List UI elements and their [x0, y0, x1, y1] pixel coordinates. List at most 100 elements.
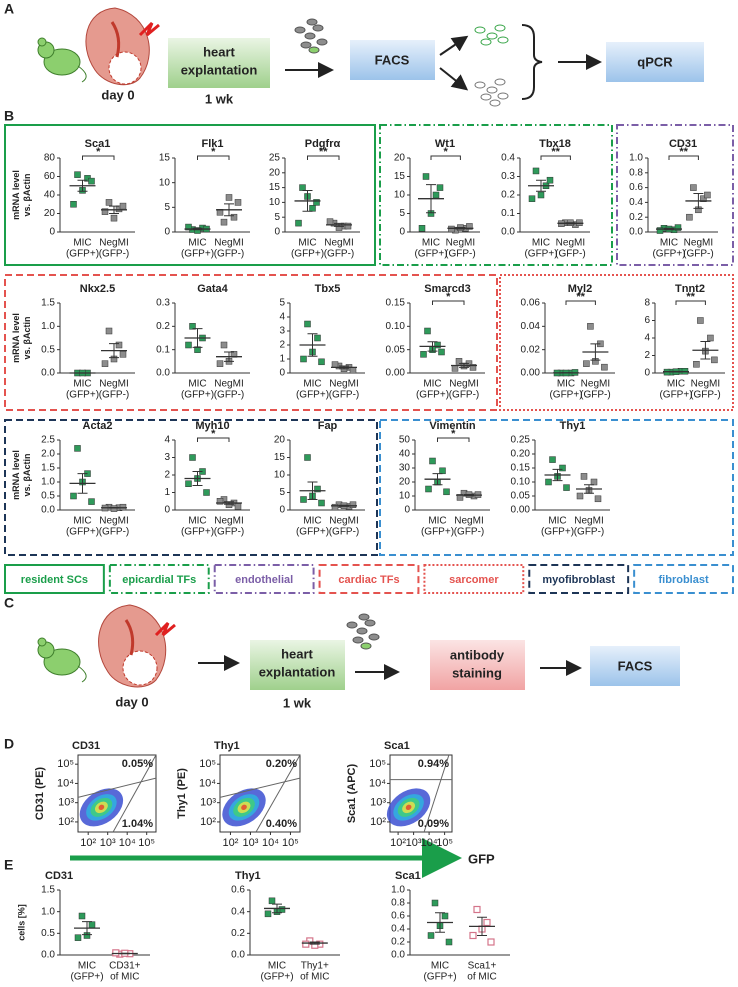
- data-point: [88, 177, 95, 185]
- y-tick-label: 10⁵: [57, 758, 74, 770]
- data-point: [105, 327, 113, 335]
- x-tick-label: NegMI: [684, 238, 713, 249]
- y-tick-label: 0.1: [501, 208, 515, 219]
- data-point: [686, 213, 693, 221]
- gate-label: 1.04%: [122, 818, 153, 830]
- error-bar: [584, 484, 594, 494]
- y-tick-label: 0.00: [386, 368, 406, 379]
- significance-bracket: [437, 437, 470, 442]
- gate-label: 0.20%: [266, 758, 297, 770]
- data-point: [439, 467, 446, 475]
- y-tick-label: 0: [279, 368, 285, 379]
- data-point: [185, 341, 192, 349]
- data-point: [88, 498, 95, 505]
- data-point: [225, 194, 233, 201]
- x-tick-label: (GFP-): [214, 249, 245, 260]
- y-tick-label: 80: [44, 153, 56, 164]
- y-tick-label: 0.06: [521, 298, 541, 309]
- chart-title: Myh10: [195, 420, 229, 432]
- step-label: antibody: [450, 647, 505, 662]
- step-label: heart: [203, 44, 235, 59]
- chart-title: CD31: [45, 870, 73, 882]
- y-tick-label: 0.4: [629, 197, 643, 208]
- chart-title: Thy1: [235, 870, 261, 882]
- data-point: [115, 341, 123, 349]
- y-axis-label: mRNA level: [11, 450, 21, 500]
- x-tick-label: NegMI: [691, 379, 720, 390]
- data-point: [420, 351, 427, 358]
- step-label: FACS: [618, 658, 653, 673]
- legend-box: [633, 564, 735, 594]
- x-tick-label: (GFP+): [181, 390, 214, 401]
- y-tick-label: 0.1: [156, 344, 170, 355]
- data-point: [563, 484, 570, 491]
- x-tick-label: (GFP+): [524, 249, 557, 260]
- x-tick-label: (GFP+): [416, 390, 449, 401]
- chart-title: Acta2: [83, 420, 113, 432]
- data-point: [483, 918, 491, 927]
- data-point: [431, 899, 439, 907]
- x-tick-label: NegMI: [329, 379, 358, 390]
- data-point: [424, 327, 431, 335]
- y-tick-label: 8: [644, 298, 650, 309]
- error-bar: [700, 341, 711, 360]
- data-point: [216, 498, 224, 505]
- chart-title: Myl2: [568, 283, 592, 295]
- error-bar: [307, 333, 318, 357]
- y-axis-label: Sca1 (APC): [346, 764, 358, 824]
- data-point: [432, 191, 440, 199]
- error-bar: [192, 328, 203, 348]
- chart-title: Tbx18: [539, 138, 571, 150]
- legend-label: epicardial TFs: [122, 574, 196, 586]
- day-label: day 0: [101, 87, 134, 102]
- y-tick-label: 4: [164, 435, 170, 446]
- x-tick-label: (GFP-): [555, 249, 586, 260]
- y-tick-label: 0.05: [511, 491, 531, 502]
- duration-label: 1 wk: [283, 695, 312, 710]
- step-box: [350, 40, 435, 80]
- significance-label: *: [451, 428, 456, 440]
- significance-bracket: [430, 155, 461, 160]
- data-point: [469, 364, 477, 371]
- y-tick-label: 0.8: [629, 167, 643, 178]
- step-label: explantation: [181, 62, 258, 77]
- y-tick-label: 20: [394, 153, 406, 164]
- x-tick-label: MIC: [423, 379, 441, 390]
- data-point: [445, 938, 453, 946]
- chart-title: Wt1: [435, 138, 455, 150]
- group-box: [4, 419, 378, 556]
- y-tick-label: 15: [159, 153, 171, 164]
- y-tick-label: 15: [269, 182, 281, 193]
- chart-title: Tbx5: [315, 283, 341, 295]
- y-tick-label: 0.0: [156, 368, 170, 379]
- x-tick-label: (GFP-): [690, 390, 721, 401]
- y-tick-label: 15: [274, 452, 286, 463]
- y-tick-label: 0.5: [41, 344, 55, 355]
- legend-box: [4, 564, 105, 594]
- x-tick-label: NegMI: [449, 379, 478, 390]
- data-point: [74, 445, 81, 452]
- gate: [77, 754, 157, 833]
- error-bar: [664, 227, 674, 231]
- data-point: [537, 191, 545, 199]
- error-bar: [552, 468, 563, 482]
- chart-title: Tnnt2: [675, 283, 705, 295]
- data-point: [295, 219, 302, 227]
- data-point: [105, 199, 113, 206]
- error-bar: [224, 203, 234, 217]
- x-tick-label: (GFP-): [214, 390, 245, 401]
- x-tick-label: (GFP+): [541, 527, 574, 538]
- y-tick-label: 0.10: [511, 477, 531, 488]
- data-point: [331, 503, 339, 511]
- gate-label: 0.05%: [122, 758, 153, 770]
- x-tick-label: (GFP-): [324, 249, 355, 260]
- data-point: [216, 360, 224, 367]
- error-bar: [339, 504, 349, 507]
- y-tick-label: 0.0: [41, 368, 55, 379]
- x-tick-label: (GFP-): [99, 527, 130, 538]
- y-tick-label: 6: [644, 315, 650, 326]
- x-tick-label: MIC: [431, 961, 449, 972]
- significance-label: **: [679, 146, 688, 158]
- gate: [390, 754, 452, 833]
- error-bar: [224, 351, 234, 362]
